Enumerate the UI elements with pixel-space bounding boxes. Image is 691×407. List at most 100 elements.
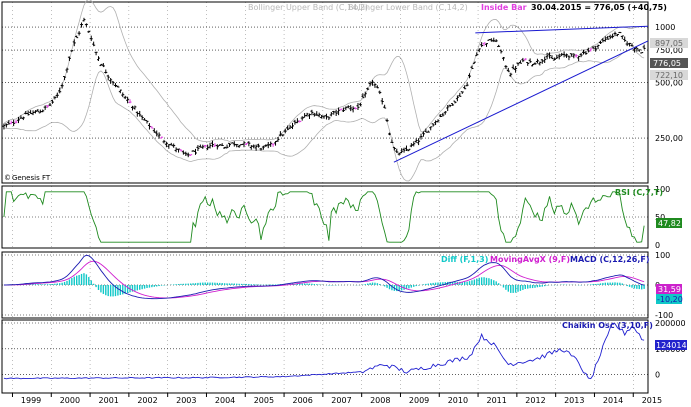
price-bar [465, 82, 469, 87]
price-bar [346, 105, 350, 109]
svg-text:722,10: 722,10 [655, 71, 683, 80]
chaikin-tick-label: 200000 [655, 319, 686, 328]
price-bar [569, 53, 573, 57]
inside-bar-legend: Inside Bar [481, 3, 527, 12]
price-bar [463, 85, 467, 90]
price-bar [320, 115, 324, 119]
price-bar [58, 87, 62, 94]
price-bar [118, 89, 122, 94]
price-bar [511, 64, 515, 70]
inside-bar [354, 107, 358, 110]
price-bar [458, 92, 462, 97]
bollinger-lower-line [3, 48, 645, 182]
inside-bar [482, 42, 486, 47]
resistance-trendline [475, 25, 649, 34]
price-bar [184, 151, 188, 156]
price-bar [305, 112, 309, 117]
price-bar [351, 106, 355, 113]
price-bar [594, 45, 598, 52]
price-bar [75, 35, 79, 39]
price-bar [286, 125, 290, 131]
price-bar [177, 148, 181, 153]
rsi-tick-label: 50 [655, 213, 665, 222]
inside-bar [150, 126, 154, 129]
macd-legend: MACD (C,12,26,F) [570, 255, 649, 264]
price-bar [480, 42, 484, 48]
macd-tick-label: -100 [655, 311, 673, 320]
price-bar [232, 141, 236, 147]
price-bar [397, 152, 401, 156]
price-bar [375, 85, 379, 89]
year-label: 2015 [642, 396, 662, 405]
price-bar [80, 22, 84, 28]
price-bar [412, 141, 416, 147]
price-bar [509, 72, 513, 77]
price-bar [252, 144, 256, 149]
upper-band-legend: Bollinger Upper Band (C,14,2) [248, 3, 368, 12]
movavg-series-line [3, 260, 645, 299]
price-bar [341, 107, 345, 113]
price-bar [63, 76, 67, 81]
price-bar [584, 50, 588, 55]
price-bar [504, 65, 508, 69]
price-bar [550, 55, 554, 60]
rsi-value-badge: 47,82 [656, 218, 682, 228]
price-bar [485, 43, 488, 47]
price-bar [453, 100, 457, 104]
price-bar [147, 123, 151, 130]
price-bar [164, 141, 168, 148]
price-bar [155, 130, 159, 137]
price-bar [172, 143, 176, 148]
price-bar [581, 49, 585, 55]
price-bar [642, 44, 646, 50]
year-label: 2012 [525, 396, 545, 405]
price-bar [446, 104, 450, 112]
macd-value-badge: 31,59 [656, 284, 682, 294]
price-bar [632, 47, 636, 53]
price-bar [623, 36, 627, 42]
price-bar [307, 113, 311, 119]
year-label: 2011 [487, 396, 507, 405]
price-bar [194, 148, 198, 155]
price-bar [501, 56, 505, 61]
price-bar [283, 128, 287, 134]
price-bar [36, 108, 40, 113]
bollinger-bands [3, 0, 645, 182]
panel-frame-price [1, 1, 649, 184]
price-bar [540, 59, 544, 64]
price-bar [21, 116, 25, 121]
price-bar [310, 109, 314, 116]
support-trendline [393, 40, 649, 163]
price-tick-label: 1000 [655, 23, 675, 32]
price-bar [431, 123, 435, 127]
price-bar [162, 139, 166, 144]
price-bar [312, 112, 316, 117]
year-label: 2010 [448, 396, 468, 405]
year-label: 1999 [21, 396, 41, 405]
price-bar [506, 67, 510, 72]
price-bar [385, 118, 389, 123]
svg-text:-10,20: -10,20 [657, 295, 683, 304]
price-bar [2, 123, 6, 130]
price-bar [404, 145, 408, 152]
price-bar [429, 126, 433, 131]
price-bar [620, 35, 624, 40]
price-bar [82, 17, 86, 22]
price-bar [637, 49, 641, 52]
price-bar [516, 62, 520, 66]
price-bar [535, 58, 539, 64]
price-bar [577, 55, 581, 62]
lower-band-legend: Bollinger Lower Band (C,14,2) [348, 3, 468, 12]
rsi-axis: 100 50 0 [655, 185, 670, 250]
inside-bar [46, 104, 50, 108]
price-bar [567, 55, 571, 61]
price-bar [606, 35, 610, 40]
price-bar [489, 38, 493, 42]
bollinger-upper-line [3, 0, 645, 143]
inside-bar [14, 119, 18, 124]
price-bar [409, 143, 413, 148]
price-bar [557, 53, 561, 60]
credit-label: Genesis FT [12, 174, 51, 182]
inside-bar [589, 48, 593, 52]
